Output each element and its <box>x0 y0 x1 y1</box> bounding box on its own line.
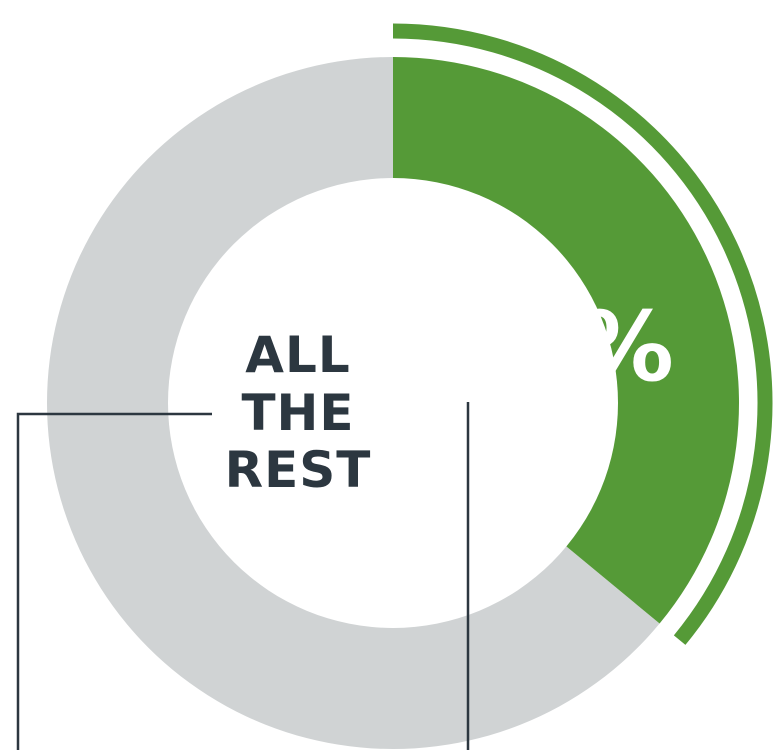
leader-line-rest <box>16 412 212 750</box>
rest-label-line-2: THE <box>241 384 354 442</box>
rest-label-line-3: REST <box>225 441 372 499</box>
donut-hole <box>168 178 618 628</box>
highlight-value-label: 36% <box>460 291 672 403</box>
rest-label-line-1: ALL <box>245 326 350 384</box>
highlight-outer-arc <box>392 23 773 645</box>
